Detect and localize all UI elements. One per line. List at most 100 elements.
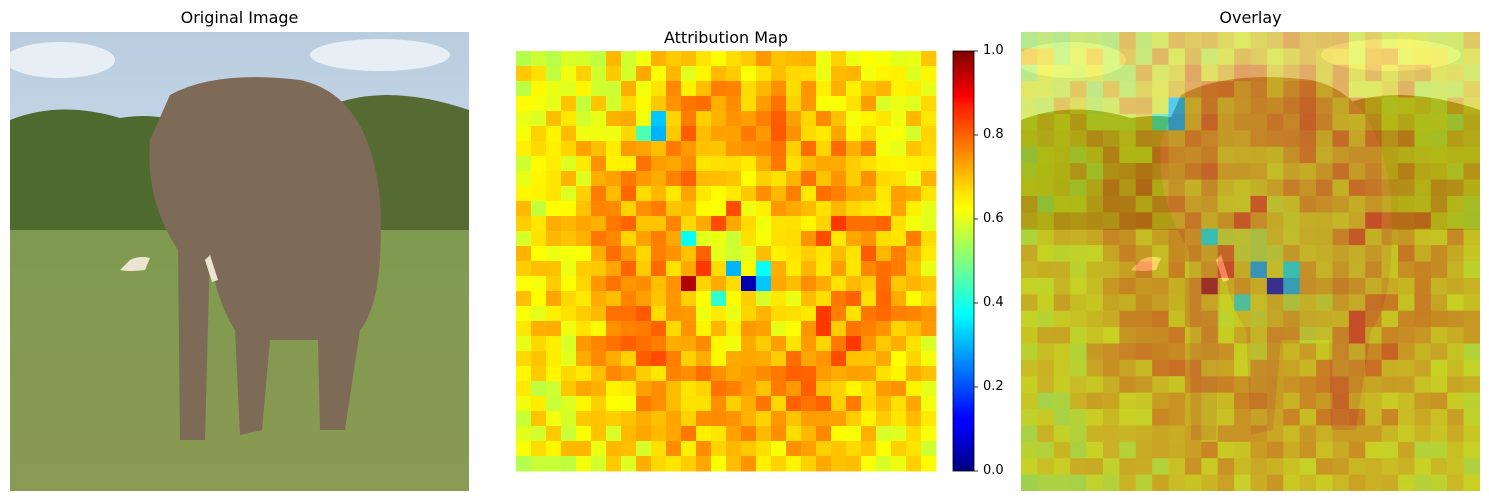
heatmap-cell: [621, 141, 637, 157]
heatmap-cell: [801, 96, 817, 112]
overlay-heatmap-cell: [1234, 310, 1251, 328]
heatmap-cell: [831, 246, 847, 262]
overlay-heatmap-cell: [1250, 376, 1268, 394]
heatmap-cell: [651, 186, 667, 202]
overlay-heatmap-cell: [1021, 195, 1038, 213]
overlay-heatmap-cell: [1070, 179, 1087, 197]
overlay-heatmap-cell: [1430, 409, 1448, 426]
heatmap-cell: [546, 126, 562, 142]
overlay-heatmap-cell: [1430, 441, 1448, 459]
heatmap-cell: [876, 291, 892, 307]
overlay-heatmap-cell: [1398, 261, 1415, 279]
overlay-heatmap-cell: [1447, 277, 1464, 295]
overlay-heatmap-cell: [1053, 409, 1071, 426]
overlay-heatmap-cell: [1037, 359, 1055, 377]
overlay-heatmap-cell: [1119, 359, 1137, 377]
overlay-heatmap-cell: [1152, 261, 1169, 279]
overlay-heatmap-cell: [1168, 294, 1186, 312]
heatmap-cell: [726, 276, 742, 292]
overlay-heatmap-cell: [1217, 474, 1235, 491]
heatmap-cell: [771, 261, 787, 277]
heatmap-cell: [876, 81, 892, 97]
heatmap-cell: [696, 171, 712, 187]
overlay-heatmap-cell: [1119, 163, 1137, 180]
heatmap-cell: [861, 276, 877, 292]
overlay-heatmap-cell: [1365, 97, 1383, 115]
overlay-heatmap-cell: [1086, 163, 1104, 180]
heatmap-cell: [771, 201, 787, 217]
overlay-heatmap-cell: [1299, 228, 1317, 246]
overlay-heatmap-cell: [1070, 32, 1087, 49]
overlay-heatmap-cell: [1201, 310, 1219, 328]
heatmap-cell: [711, 186, 727, 202]
overlay-heatmap-cell: [1381, 277, 1399, 295]
overlay-heatmap-cell: [1365, 32, 1383, 49]
overlay-heatmap-cell: [1021, 441, 1038, 459]
overlay-heatmap-cell: [1037, 294, 1055, 312]
overlay-heatmap-cell: [1414, 409, 1432, 426]
overlay-heatmap-cell: [1414, 245, 1432, 262]
overlay-heatmap-cell: [1053, 245, 1071, 262]
heatmap-cell: [696, 381, 712, 397]
heatmap-cell: [561, 201, 577, 217]
overlay-heatmap-cell: [1463, 343, 1480, 361]
heatmap-cell: [756, 291, 772, 307]
heatmap-cell: [831, 441, 847, 457]
overlay-heatmap-cell: [1135, 146, 1153, 164]
overlay-heatmap-cell: [1037, 261, 1055, 279]
heatmap-cell: [711, 306, 727, 322]
overlay-heatmap-cell: [1348, 376, 1366, 394]
overlay-heatmap-cell: [1037, 195, 1055, 213]
overlay-heatmap-cell: [1168, 48, 1186, 66]
overlay-heatmap-cell: [1463, 376, 1480, 394]
heatmap-cell: [846, 186, 862, 202]
heatmap-cell: [651, 66, 667, 82]
overlay-heatmap-cell: [1201, 343, 1219, 361]
overlay-heatmap-cell: [1266, 409, 1284, 426]
heatmap-cell: [516, 351, 532, 367]
overlay-heatmap-cell: [1250, 81, 1268, 98]
heatmap-cell: [696, 126, 712, 142]
heatmap-cell: [681, 81, 697, 97]
heatmap-cell: [741, 336, 757, 352]
heatmap-cell: [756, 336, 772, 352]
overlay-heatmap-cell: [1070, 163, 1087, 180]
overlay-heatmap-cell: [1250, 64, 1268, 82]
overlay-heatmap-cell: [1119, 474, 1137, 491]
heatmap-cell: [771, 351, 787, 367]
heatmap-cell: [681, 441, 697, 457]
overlay-heatmap-cell: [1365, 359, 1383, 377]
overlay-heatmap-cell: [1381, 474, 1399, 491]
overlay-heatmap-cell: [1430, 81, 1448, 98]
heatmap-cell: [801, 261, 817, 277]
heatmap-cell: [636, 111, 652, 127]
heatmap-cell: [591, 81, 607, 97]
overlay-heatmap-cell: [1430, 261, 1448, 279]
overlay-heatmap-cell: [1447, 113, 1464, 131]
heatmap-cell: [606, 156, 622, 172]
overlay-heatmap-cell: [1184, 113, 1202, 131]
heatmap-cell: [591, 426, 607, 442]
overlay-heatmap-cell: [1234, 474, 1251, 491]
overlay-heatmap-cell: [1168, 245, 1186, 262]
overlay-heatmap-cell: [1037, 474, 1055, 491]
heatmap-cell: [546, 306, 562, 322]
overlay-heatmap-cell: [1152, 113, 1169, 131]
overlay-heatmap-cell: [1398, 113, 1415, 131]
overlay-heatmap-cell: [1463, 212, 1480, 230]
overlay-heatmap-cell: [1234, 409, 1251, 426]
overlay-heatmap-cell: [1201, 97, 1219, 115]
overlay-heatmap-cell: [1037, 163, 1055, 180]
heatmap-cell: [756, 186, 772, 202]
overlay-heatmap-cell: [1463, 228, 1480, 246]
overlay-heatmap-cell: [1201, 425, 1219, 443]
overlay-heatmap-cell: [1414, 179, 1432, 197]
overlay-heatmap-cell: [1283, 32, 1301, 49]
heatmap-cell: [756, 231, 772, 247]
heatmap-cell: [561, 426, 577, 442]
heatmap-cell: [606, 441, 622, 457]
heatmap-cell: [666, 456, 682, 472]
heatmap-cell: [801, 381, 817, 397]
heatmap-cell: [726, 321, 742, 337]
overlay-heatmap-cell: [1070, 195, 1087, 213]
